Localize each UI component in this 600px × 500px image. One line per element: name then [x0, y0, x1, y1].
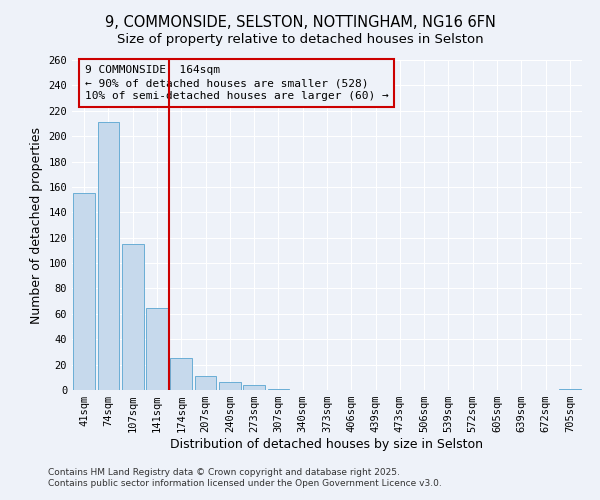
- Bar: [219, 382, 241, 390]
- Bar: [559, 388, 581, 390]
- Text: Size of property relative to detached houses in Selston: Size of property relative to detached ho…: [116, 32, 484, 46]
- X-axis label: Distribution of detached houses by size in Selston: Distribution of detached houses by size …: [170, 438, 484, 451]
- Bar: [122, 244, 143, 390]
- Text: 9, COMMONSIDE, SELSTON, NOTTINGHAM, NG16 6FN: 9, COMMONSIDE, SELSTON, NOTTINGHAM, NG16…: [104, 15, 496, 30]
- Bar: [243, 385, 265, 390]
- Text: Contains HM Land Registry data © Crown copyright and database right 2025.
Contai: Contains HM Land Registry data © Crown c…: [48, 468, 442, 487]
- Text: 9 COMMONSIDE: 164sqm
← 90% of detached houses are smaller (528)
10% of semi-deta: 9 COMMONSIDE: 164sqm ← 90% of detached h…: [85, 65, 389, 102]
- Bar: [97, 122, 119, 390]
- Bar: [194, 376, 217, 390]
- Bar: [170, 358, 192, 390]
- Bar: [146, 308, 168, 390]
- Bar: [268, 388, 289, 390]
- Y-axis label: Number of detached properties: Number of detached properties: [30, 126, 43, 324]
- Bar: [73, 194, 95, 390]
